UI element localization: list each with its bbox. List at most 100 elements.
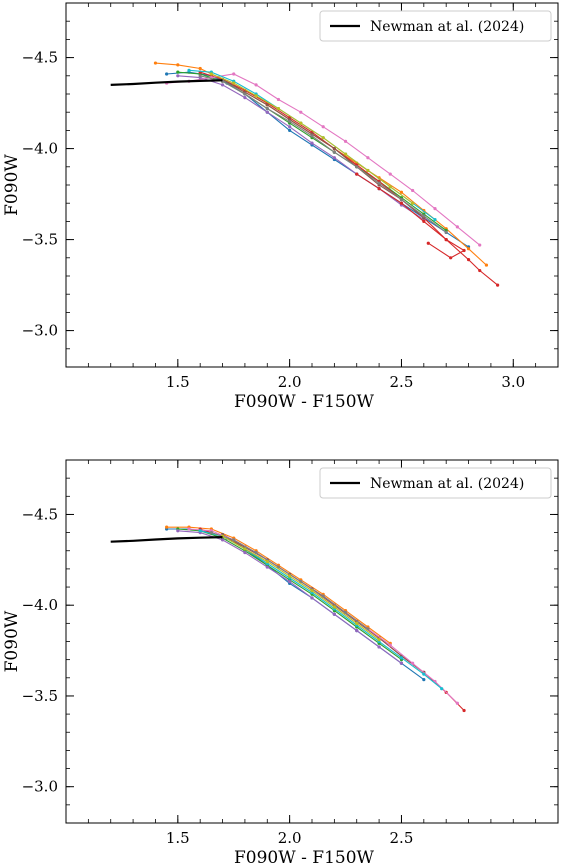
data-point [466,247,471,251]
data-point [355,621,359,625]
data-point [265,103,269,107]
x-tick-label: 2.5 [390,373,414,391]
series-3 [176,527,404,662]
data-point [265,560,269,564]
data-point [332,156,336,160]
data-point [422,214,426,218]
legend: Newman at al. (2024) [319,10,552,42]
data-point [478,268,482,273]
chart-panel-2: 1.5 2.0 2.5 −4.5 −4.0 −3.5 −3.0 F090W - F150W F0… [2,459,559,863]
data-point [462,708,466,713]
series-line [200,71,498,286]
data-point [399,661,404,665]
series-4 [198,70,500,287]
data-point [440,687,444,691]
data-point [254,83,258,87]
data-point [426,241,430,245]
legend-label: Newman at al. (2024) [370,476,524,492]
data-point [444,238,448,242]
data-point [332,150,336,154]
reference-line [110,79,223,86]
series-line [211,73,413,204]
series-line [200,75,447,233]
series-2 [153,61,489,267]
data-point [399,201,404,205]
data-point [198,66,202,71]
plot-frame [65,2,559,368]
data-point [462,248,466,253]
data-point [198,74,202,78]
data-point [288,125,292,129]
data-point [377,645,381,649]
y-tick-label: −3.0 [22,778,58,796]
series-9 [198,74,448,234]
data-point [343,139,348,143]
data-point [366,156,370,160]
data-point [411,661,415,665]
data-point [232,81,236,85]
series-line [166,73,481,246]
series-line [188,528,458,704]
data-point [355,629,359,633]
data-point [399,190,404,194]
chart-panel-1: 1.5 2.0 2.5 3.0 −4.5 −4.0 −3.5 −3.0 F090W - F150… [2,2,559,412]
x-tick-label: 3.0 [501,373,525,391]
data-point [310,589,314,593]
y-tick-label: −4.0 [22,140,58,158]
x-tick-label: 1.5 [166,373,190,391]
x-tick-label: 1.5 [166,829,190,847]
data-point [355,172,359,176]
data-point [288,574,292,578]
series-line [166,528,425,681]
series-1 [165,527,426,682]
data-point [332,147,336,151]
data-point [176,529,180,533]
legend: Newman at al. (2024) [319,467,552,499]
series-line [200,530,443,690]
data-point [388,185,392,189]
data-point [243,547,247,551]
series-line [177,75,425,221]
data-point [254,94,258,98]
data-point [220,538,225,542]
series-5 [176,74,426,222]
data-point [377,181,381,185]
plot-frame [65,459,559,824]
data-point [366,627,370,631]
data-point [265,106,269,111]
data-point [176,63,180,67]
data-point [444,230,448,234]
data-point [299,110,303,114]
data-point [165,525,169,529]
series-line [211,532,369,630]
data-point [299,121,303,125]
data-point [366,168,370,173]
legend-label: Newman at al. (2024) [370,19,524,35]
series-11 [355,172,466,260]
data-point [232,538,236,542]
data-point [496,283,500,287]
data-point [288,119,292,123]
data-point [332,605,336,609]
series-8 [198,529,444,691]
data-point [321,125,325,129]
data-point [399,197,404,202]
legend-box [319,467,552,499]
y-tick-label: −4.0 [22,596,58,614]
data-point [343,152,348,156]
data-point [355,165,359,169]
x-axis-label: F090W - F150W [234,392,375,412]
series-4 [198,527,466,713]
data-point [265,110,269,114]
y-axis-label: F090W [2,154,22,216]
data-point [176,74,180,78]
series-line [222,535,380,641]
data-point [187,527,191,531]
series-10 [209,72,415,205]
data-point [422,678,426,682]
data-point [276,106,281,111]
data-point [153,61,158,65]
x-axis-label: F090W - F150W [234,848,375,863]
data-point [243,92,247,96]
data-point [254,550,258,555]
